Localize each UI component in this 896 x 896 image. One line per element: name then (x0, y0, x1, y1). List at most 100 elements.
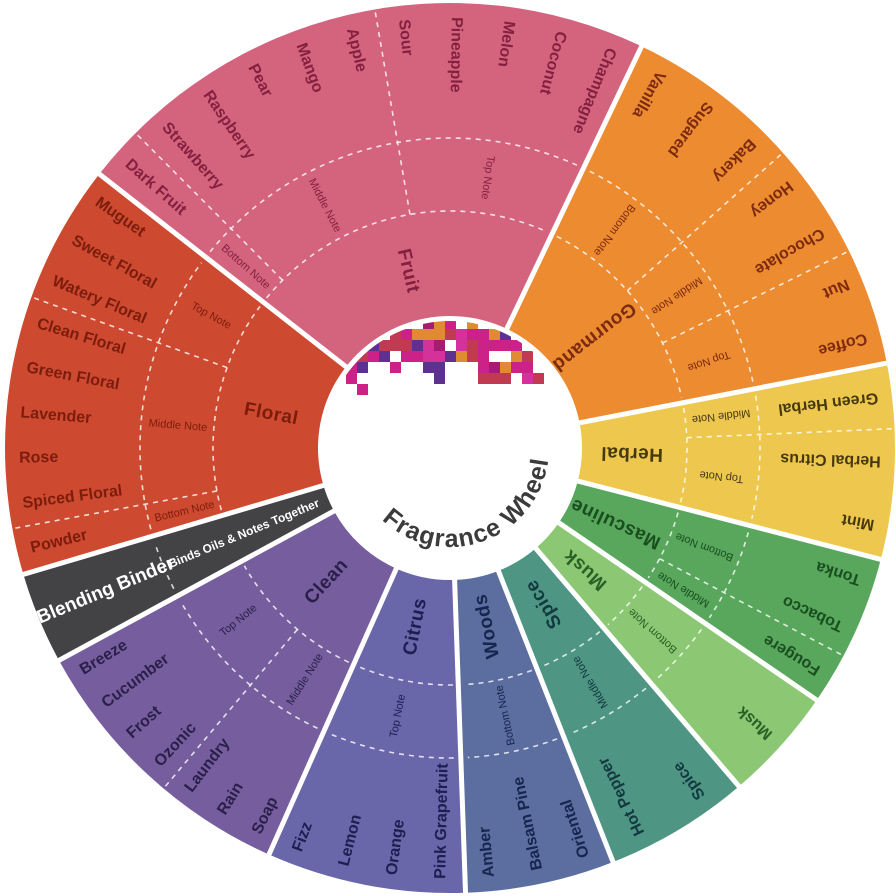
mosaic-square (500, 373, 511, 384)
mosaic-square (423, 351, 434, 362)
note-label: Top Note (699, 468, 744, 485)
mosaic-square (401, 340, 412, 351)
mosaic-square (445, 351, 456, 362)
segment-blending-binder-wedge (23, 485, 335, 661)
note-separator (164, 628, 299, 787)
mosaic-square (478, 351, 489, 362)
mosaic-square (467, 321, 478, 329)
item-amber: Amber (476, 826, 498, 878)
note-ring-outer-arc (139, 262, 203, 530)
mosaic-square (478, 373, 489, 384)
mosaic-square (401, 351, 412, 362)
segment-herbal-wedge (577, 363, 895, 560)
mosaic-square (434, 321, 445, 329)
segment-clean-wedge (58, 510, 397, 855)
note-ring-inner-arc (647, 512, 679, 579)
mosaic-square (379, 351, 390, 362)
segment-woods-wedge (454, 570, 614, 893)
mosaic-square (445, 321, 456, 329)
note-ring-inner-arc (607, 586, 643, 626)
item-melon: Melon (494, 20, 517, 68)
mosaic-square (423, 329, 434, 340)
mosaic-square (390, 362, 401, 373)
mosaic-square (357, 362, 368, 373)
mosaic-square (533, 373, 544, 384)
mosaic-square (456, 329, 467, 340)
mosaic-square (478, 329, 489, 340)
note-ring-outer-arc (569, 687, 647, 735)
mosaic-square (467, 351, 478, 362)
item-rose: Rose (19, 449, 59, 467)
binder-divider-arc (154, 543, 175, 590)
mosaic-square (390, 329, 401, 340)
segment-gap (265, 562, 402, 859)
mosaic-square (401, 329, 412, 340)
mosaic-square (434, 362, 445, 373)
note-label: Top Note (478, 155, 496, 200)
center-hub (321, 319, 579, 577)
note-label: Middle Note (148, 417, 207, 434)
segment-gap (19, 481, 330, 578)
note-ring-outer-arc (180, 601, 318, 729)
mosaic-square (434, 373, 445, 384)
segment-spice-wedge (498, 548, 739, 863)
mosaic-square (522, 373, 533, 384)
note-ring-outer-arc (656, 628, 703, 680)
note-separator (659, 557, 842, 656)
note-ring-inner-arc (556, 235, 683, 398)
item-pineapple: Pineapple (447, 17, 465, 93)
mosaic-square (412, 340, 423, 351)
segment-gourmand-wedge (506, 46, 887, 423)
note-ring-outer-arc (330, 733, 454, 759)
mosaic-square (500, 329, 511, 340)
mosaic-square (445, 329, 456, 340)
segment-gap (529, 542, 743, 791)
item-sour: Sour (395, 19, 416, 57)
mosaic-square (478, 362, 489, 373)
segment-gap (55, 505, 341, 664)
note-ring-inner-arc (243, 565, 350, 663)
note-separator (33, 297, 228, 369)
mosaic-square (511, 340, 522, 351)
mosaic-square (489, 362, 500, 373)
item-pink-grapefruit: Pink Grapefruit (432, 762, 452, 879)
note-separator (662, 251, 847, 344)
mosaic-square (434, 340, 445, 351)
note-separator (15, 490, 218, 529)
mosaic-square (434, 351, 445, 362)
mosaic-square (456, 351, 467, 362)
mosaic-band (346, 321, 544, 395)
mosaic-square (489, 329, 500, 340)
note-ring-inner-arc (541, 631, 601, 668)
mosaic-square (346, 373, 357, 384)
segment-fruit-wedge (99, 3, 642, 367)
mosaic-square (423, 321, 434, 329)
mosaic-square (423, 362, 434, 373)
note-ring-inner-arc (265, 210, 548, 299)
mosaic-square (478, 340, 489, 351)
segment-floral-wedge (5, 174, 346, 575)
segment-citrus-wedge (269, 568, 466, 894)
mosaic-square (368, 351, 379, 362)
mosaic-square (434, 329, 445, 340)
note-ring-outer-arc (751, 395, 761, 519)
segment-gap (493, 564, 617, 866)
mosaic-square (357, 384, 368, 395)
mosaic-square (511, 351, 522, 362)
segment-gap (552, 517, 821, 704)
mosaic-square (379, 340, 390, 351)
segment-masculine-wedge (558, 481, 881, 701)
mosaic-square (390, 340, 401, 351)
mosaic-square (500, 362, 511, 373)
item-herbal-citrus: Herbal Citrus (780, 450, 881, 470)
note-ring-outer-arc (209, 137, 578, 253)
mosaic-square (489, 340, 500, 351)
segment-gap (571, 477, 885, 563)
category-label-herbal: Herbal (601, 442, 664, 465)
segment-gap (95, 170, 353, 373)
mosaic-square (522, 362, 533, 373)
segment-musk-wedge (535, 522, 817, 787)
note-separator (374, 12, 411, 215)
